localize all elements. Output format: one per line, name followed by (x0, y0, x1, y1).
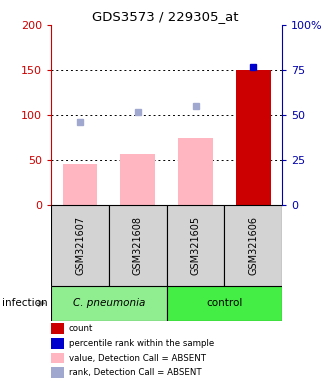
Text: GDS3573 / 229305_at: GDS3573 / 229305_at (92, 10, 238, 23)
Bar (51, 205, 109, 286)
Text: infection: infection (2, 298, 47, 308)
Bar (51, 286, 167, 321)
Text: count: count (69, 324, 93, 333)
Text: value, Detection Call = ABSENT: value, Detection Call = ABSENT (69, 354, 206, 362)
Text: GSM321608: GSM321608 (133, 216, 143, 275)
Bar (224, 205, 282, 286)
Text: control: control (206, 298, 243, 308)
Bar (236, 70, 271, 205)
Text: GSM321605: GSM321605 (190, 216, 201, 275)
Text: GSM321607: GSM321607 (75, 216, 85, 275)
Bar (63, 164, 97, 205)
Text: rank, Detection Call = ABSENT: rank, Detection Call = ABSENT (69, 368, 201, 377)
Text: percentile rank within the sample: percentile rank within the sample (69, 339, 214, 348)
Bar (167, 286, 282, 321)
Bar (167, 205, 224, 286)
Bar (120, 154, 155, 205)
Text: C. pneumonia: C. pneumonia (73, 298, 145, 308)
Text: GSM321606: GSM321606 (248, 216, 258, 275)
Bar (109, 205, 167, 286)
Bar (178, 138, 213, 205)
